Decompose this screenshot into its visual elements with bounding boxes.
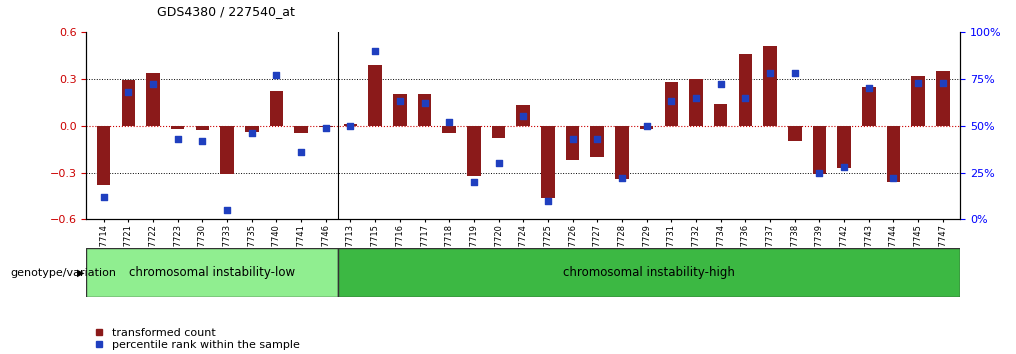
Bar <box>566 126 579 160</box>
Bar <box>338 248 960 297</box>
Bar <box>936 71 950 126</box>
Point <box>614 175 630 181</box>
Bar <box>146 73 160 126</box>
Point <box>194 138 210 143</box>
Point <box>812 170 828 176</box>
Bar <box>615 126 629 179</box>
Point <box>145 81 162 87</box>
Bar <box>590 126 605 157</box>
Point <box>441 119 457 125</box>
Point <box>120 89 136 95</box>
Bar <box>122 80 135 126</box>
Point <box>638 123 654 129</box>
Bar <box>369 65 382 126</box>
Bar <box>739 54 752 126</box>
Bar <box>319 126 332 127</box>
Bar <box>492 126 505 138</box>
Bar <box>714 104 727 126</box>
Bar <box>640 126 653 129</box>
Point <box>565 136 581 142</box>
Point <box>392 98 408 104</box>
Point <box>885 175 901 181</box>
Bar <box>97 126 111 185</box>
Text: genotype/variation: genotype/variation <box>10 268 116 278</box>
Point <box>663 98 680 104</box>
Bar <box>516 105 530 126</box>
Point <box>861 85 877 91</box>
Bar <box>393 95 406 126</box>
Point <box>96 194 112 200</box>
Bar <box>171 126 185 129</box>
Legend: transformed count, percentile rank within the sample: transformed count, percentile rank withi… <box>91 326 302 352</box>
Point <box>465 179 482 185</box>
Text: chromosomal instability-low: chromosomal instability-low <box>129 266 296 279</box>
Bar <box>195 126 209 130</box>
Bar <box>788 126 802 141</box>
Point <box>318 125 334 130</box>
Bar <box>837 126 850 168</box>
Point <box>491 160 507 166</box>
Point <box>762 70 778 76</box>
Point <box>244 130 260 136</box>
Bar <box>245 126 258 132</box>
Bar <box>442 126 456 133</box>
Bar <box>887 126 900 182</box>
Point <box>910 80 927 85</box>
Point <box>367 48 383 53</box>
Bar <box>689 79 703 126</box>
Bar <box>911 76 925 126</box>
Text: GDS4380 / 227540_at: GDS4380 / 227540_at <box>157 5 296 18</box>
Bar <box>664 82 678 126</box>
Bar <box>295 126 308 133</box>
Point <box>589 136 606 142</box>
Text: ▶: ▶ <box>77 268 84 278</box>
Point <box>170 136 186 142</box>
Point <box>218 207 235 213</box>
Point <box>738 95 754 101</box>
Bar <box>862 87 876 126</box>
Point <box>712 81 728 87</box>
Bar <box>813 126 826 174</box>
Point <box>342 123 359 129</box>
Point <box>836 164 852 170</box>
Bar <box>467 126 481 176</box>
Point <box>539 198 556 204</box>
Bar <box>343 124 358 126</box>
Point <box>688 95 704 101</box>
Bar <box>418 95 432 126</box>
Bar <box>86 248 338 297</box>
Point <box>786 70 803 76</box>
Point <box>935 80 951 85</box>
Bar <box>763 46 777 126</box>
Bar <box>542 126 555 198</box>
Bar <box>220 126 234 174</box>
Text: chromosomal instability-high: chromosomal instability-high <box>563 266 735 279</box>
Point <box>515 113 531 119</box>
Point <box>417 100 433 106</box>
Point <box>268 72 284 78</box>
Point <box>293 149 309 155</box>
Bar <box>269 91 283 126</box>
